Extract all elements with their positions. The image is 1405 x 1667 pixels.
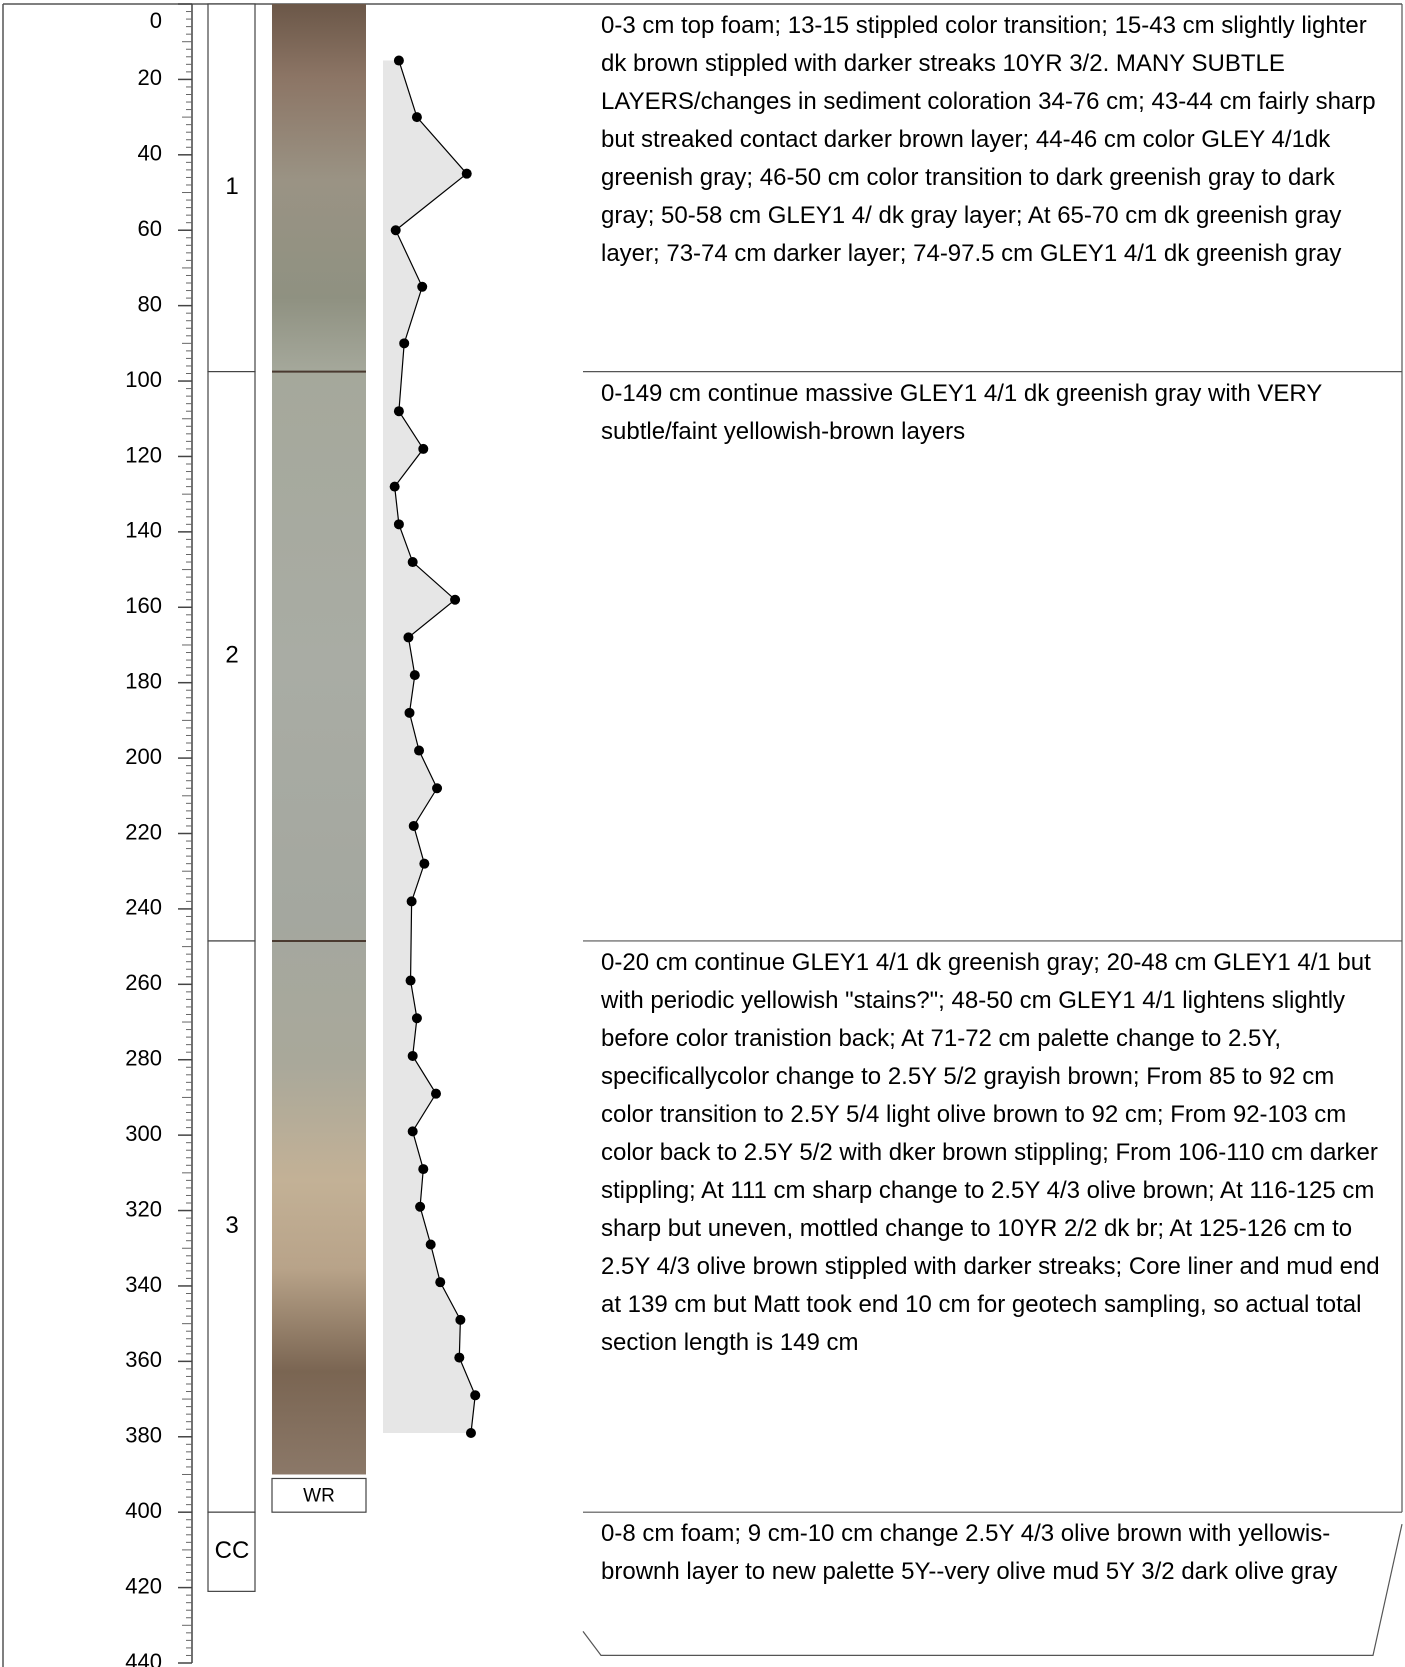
point [399,338,410,349]
section-label: 3 [225,1212,238,1239]
y-tick-label: 240 [125,895,162,920]
point [393,55,404,66]
point [407,1126,418,1137]
bottom-break [582,1524,1403,1656]
core-wr [271,1477,367,1513]
point [415,1201,426,1212]
y-tick-label: 300 [125,1121,162,1146]
section-description: 0-8 cm foam; 9 cm-10 cm change 2.5Y 4/3 … [601,1520,1338,1586]
point [390,225,401,236]
point [431,1088,441,1099]
section-box [207,371,256,942]
section-label: 2 [225,642,238,669]
point [409,670,420,681]
point [393,406,404,417]
y-tick-label: 160 [125,593,162,618]
y-tick-label: 200 [125,744,162,769]
y-tick-label: 280 [125,1046,162,1071]
point [406,896,417,907]
point [407,1050,418,1061]
point [450,594,461,605]
section-label: CC [215,1537,250,1564]
y-tick-label: 440 [125,1649,162,1667]
point [432,783,443,794]
section-box [207,940,256,1513]
point [403,632,414,643]
point [465,1428,476,1439]
point [418,1164,429,1175]
y-tick-label: 180 [125,668,162,693]
point [407,557,418,568]
y-tick-label: 60 [138,216,162,241]
point [418,443,429,454]
y-tick-label: 380 [125,1423,162,1448]
section-box [207,3,256,373]
point [454,1352,465,1363]
point [408,820,419,831]
y-tick-label: 80 [138,291,162,316]
point [435,1277,446,1288]
point [411,1013,422,1024]
core-photo [272,4,366,1475]
section-description: 0-3 cm top foam; 13-15 stippled color tr… [601,12,1376,267]
point [425,1239,436,1250]
point [419,858,430,869]
section-label: 1 [225,173,238,200]
point [470,1390,481,1401]
y-tick-label: 260 [125,970,162,995]
point [405,975,416,986]
core-label: WR [303,1485,335,1506]
point [393,519,404,530]
point [455,1314,466,1325]
y-tick-label: 340 [125,1272,162,1297]
point [417,281,428,292]
area [383,60,476,1434]
y-tick-label: 420 [125,1573,162,1598]
y-tick-label: 140 [125,518,162,543]
section-description: 0-149 cm continue massive GLEY1 4/1 dk g… [601,379,1322,445]
section-box [207,1511,256,1592]
y-tick-label: 220 [125,819,162,844]
y-tick-label: 400 [125,1498,162,1523]
y-tick-label: 320 [125,1196,162,1221]
y-tick-label: 360 [125,1347,162,1372]
section-description: 0-20 cm continue GLEY1 4/1 dk greenish g… [601,948,1380,1356]
y-tick-label: 120 [125,442,162,467]
y-tick-label: 100 [125,367,162,392]
point [389,481,400,492]
point [404,707,415,718]
point [461,168,472,179]
y-tick-label: 40 [138,141,162,166]
y-tick-label: 20 [138,65,162,90]
y-tick-label: 0 [150,8,162,33]
point [411,112,422,123]
point [414,745,425,756]
